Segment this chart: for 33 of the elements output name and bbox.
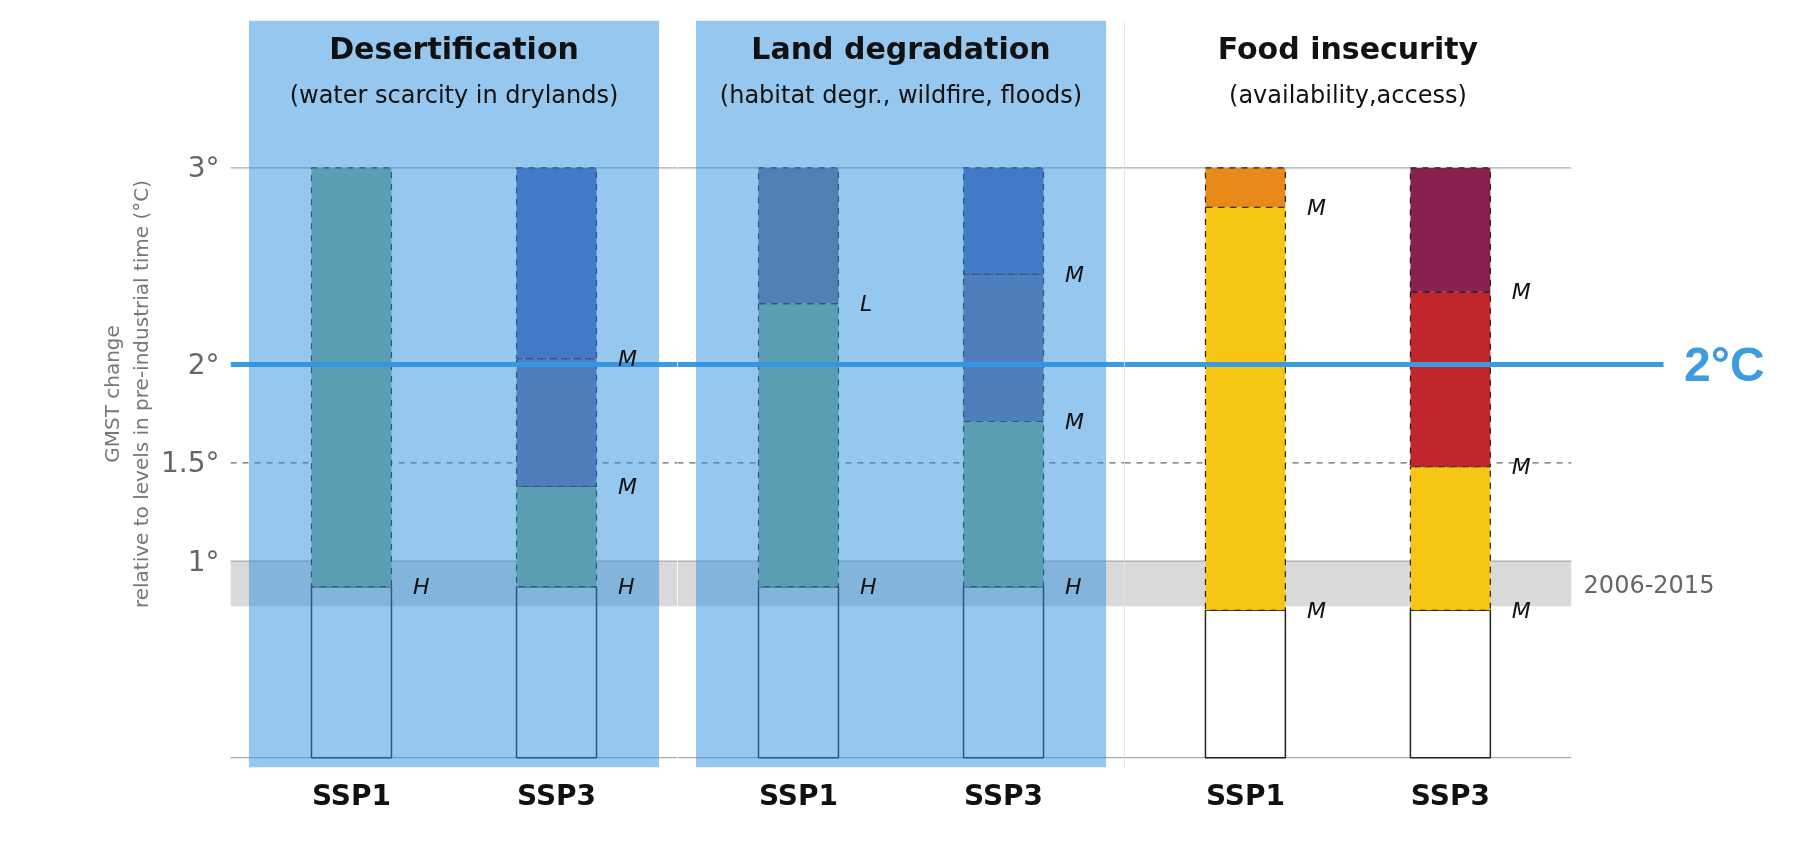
text: (availability,access) xyxy=(1229,80,1467,109)
annotation: M xyxy=(1306,597,1326,623)
annotation: M xyxy=(1306,194,1326,220)
annotation: M xyxy=(1065,261,1085,287)
annotation: M xyxy=(1511,597,1531,623)
chart-title: Desertification xyxy=(329,30,579,66)
x-tick-label: SSP3 xyxy=(963,778,1044,812)
annotation: H xyxy=(1065,574,1082,600)
annotation: M xyxy=(618,346,638,372)
text: (water scarcity in drylands) xyxy=(289,80,619,109)
annotation: H xyxy=(618,574,635,600)
annotation: L xyxy=(859,291,873,317)
annotation: M xyxy=(1511,279,1531,305)
y-tick-label: 1.5° xyxy=(160,446,220,480)
x-tick-label: SSP3 xyxy=(1410,778,1490,812)
annotation: M xyxy=(1065,409,1085,435)
x-tick-label: SSP3 xyxy=(516,778,597,812)
x-tick-label: SSP1 xyxy=(1205,778,1285,812)
chart-title: Land degradation xyxy=(751,30,1051,66)
annotation: H xyxy=(859,574,877,600)
x-tick-label: SSP1 xyxy=(311,778,392,812)
y-tick-label: 1° xyxy=(187,544,220,578)
band-label: 2006-2015 xyxy=(1583,570,1715,599)
y-axis-title: GMST change relative to levels in pre-industrial time (°C) xyxy=(100,179,153,609)
annotation: M xyxy=(1511,454,1531,480)
annotation: M xyxy=(618,473,638,499)
chart-title: Food insecurity xyxy=(1217,30,1479,66)
text: (habitat degr., wildfire, floods) xyxy=(719,80,1083,109)
annotation: H xyxy=(412,574,430,600)
x-tick-label: SSP1 xyxy=(758,778,839,812)
y-tick-label: 3° xyxy=(187,151,220,185)
ref-line-label: 2°C xyxy=(1684,338,1765,392)
y-tick-label: 2° xyxy=(187,348,220,382)
